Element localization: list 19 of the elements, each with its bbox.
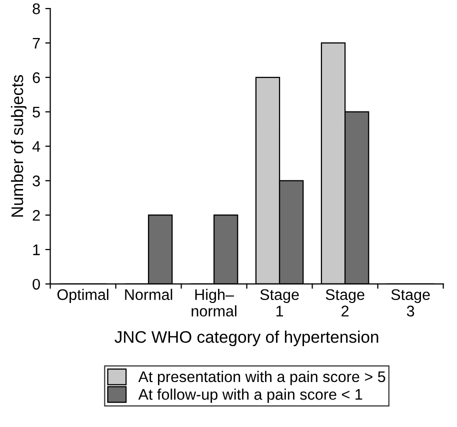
x-tick-label: High– normal <box>192 288 236 316</box>
y-tick-label: 7 <box>32 38 40 49</box>
y-tick-label: 6 <box>32 72 40 84</box>
x-tick-label: Normal <box>125 288 172 300</box>
y-tick-label: 4 <box>32 141 40 152</box>
y-axis-title: Number of subjects <box>10 75 26 217</box>
x-tick-label: Stage 2 <box>326 289 364 316</box>
y-tick-label: 3 <box>32 176 40 186</box>
x-tick-label: Stage 1 <box>260 289 299 316</box>
y-tick-label: 8 <box>32 3 40 14</box>
legend-label: At presentation with a pain score > 5 <box>138 370 386 386</box>
y-tick-label: 0 <box>32 278 40 290</box>
y-tick-label: 2 <box>32 210 40 221</box>
y-tick-label: 5 <box>32 106 40 118</box>
x-tick-label: Optimal <box>57 288 108 304</box>
legend-label: At follow-up with a pain score < 1 <box>138 388 362 403</box>
x-axis-title: JNC WHO category of hypertension <box>114 330 378 346</box>
x-tick-label: Stage 3 <box>391 289 430 316</box>
y-tick-label: 1 <box>33 244 40 256</box>
